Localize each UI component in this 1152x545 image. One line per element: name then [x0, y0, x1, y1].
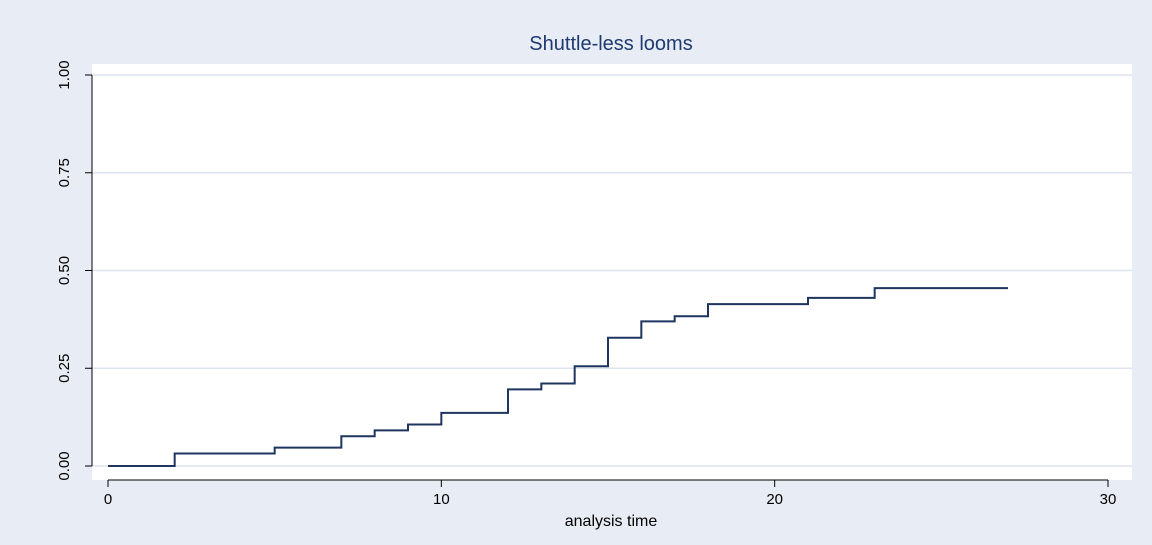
series-layer	[108, 287, 1008, 467]
x-axis-label: analysis time	[565, 513, 658, 530]
chart-title: Shuttle-less looms	[529, 33, 692, 55]
y-tick-label-1: 0.25	[56, 354, 73, 383]
x-tick-label-0: 0	[104, 491, 112, 508]
grid-lines	[92, 74, 1132, 467]
y-tick-label-4: 1.00	[56, 60, 73, 89]
axes: 0.00 0.25 0.50 0.75 1.00 0 10 20 30	[56, 60, 1116, 508]
plot-area	[92, 64, 1132, 480]
y-tick-label-3: 0.75	[56, 158, 73, 187]
x-tick-label-3: 30	[1100, 491, 1117, 508]
x-tick-label-1: 10	[433, 491, 450, 508]
series-line-0	[108, 287, 1008, 467]
y-tick-label-2: 0.50	[56, 256, 73, 285]
y-tick-label-0: 0.00	[56, 451, 73, 480]
x-tick-label-2: 20	[766, 491, 783, 508]
